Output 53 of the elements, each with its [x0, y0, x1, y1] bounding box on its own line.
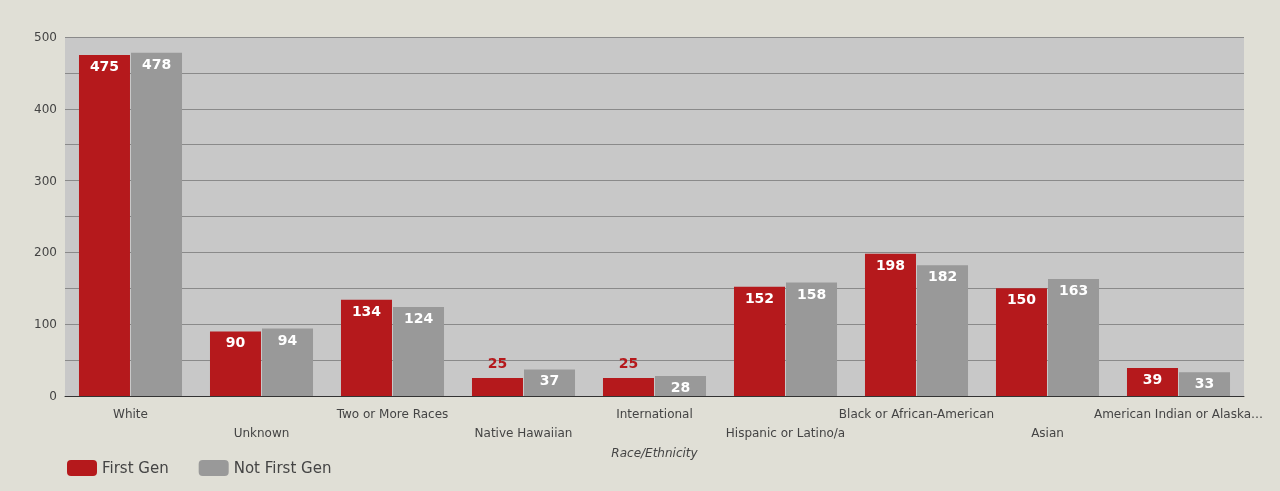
data-label: 124: [403, 309, 434, 326]
bar: [602, 378, 654, 396]
y-tick-label: 500: [34, 30, 57, 44]
bar: [471, 378, 523, 396]
bar: [340, 299, 392, 396]
bar: [995, 288, 1047, 396]
data-label: 28: [670, 378, 691, 395]
data-label: 39: [1142, 371, 1163, 387]
x-tick-label: Asian: [1031, 425, 1064, 440]
bar: [1048, 278, 1100, 396]
data-label: 134: [351, 302, 382, 319]
bar: [524, 369, 576, 396]
data-label: 25: [487, 355, 508, 372]
x-tick-label: Hispanic or Latino/a: [725, 425, 846, 440]
data-label: 163: [1058, 281, 1089, 298]
data-label: 478: [141, 55, 172, 72]
bar: [209, 331, 261, 396]
bar: [393, 306, 445, 396]
x-axis-title: Race/Ethnicity: [611, 445, 699, 460]
y-tick-label: 300: [34, 173, 57, 188]
bar: [733, 286, 785, 396]
y-tick-label: 200: [34, 245, 57, 260]
bar: [262, 328, 314, 396]
data-label: 182: [927, 268, 958, 285]
y-tick-label: 100: [34, 317, 57, 332]
data-label: 25: [618, 355, 639, 372]
bar: [917, 265, 969, 396]
data-label: 198: [875, 256, 906, 273]
data-label: 33: [1194, 375, 1215, 392]
bar: [131, 52, 183, 396]
data-label: 158: [796, 285, 827, 302]
x-tick-label: American Indian or Alaska…: [1093, 406, 1264, 421]
bar: [78, 54, 130, 396]
legend-label: Not First Gen: [233, 459, 332, 477]
x-tick-label: White: [113, 406, 148, 421]
x-tick-label: Native Hawaiian: [474, 425, 573, 440]
y-tick-label: 0: [49, 389, 57, 403]
data-label: 37: [539, 372, 560, 389]
bar: [864, 253, 916, 396]
x-tick-label: Black or African-American: [838, 406, 995, 421]
data-label: 150: [1006, 291, 1037, 308]
x-tick-label: Unknown: [233, 425, 290, 440]
x-tick-label: International: [616, 406, 693, 421]
x-tick-label: Two or More Races: [335, 406, 449, 421]
y-tick-label: 400: [34, 101, 57, 116]
data-label: 152: [744, 289, 775, 306]
bar: [1126, 368, 1178, 396]
legend-label: First Gen: [102, 459, 169, 477]
data-label: 90: [225, 334, 246, 351]
data-label: 94: [277, 331, 298, 348]
bar: [1179, 372, 1231, 396]
bar: [786, 282, 838, 396]
data-label: 475: [89, 57, 120, 74]
